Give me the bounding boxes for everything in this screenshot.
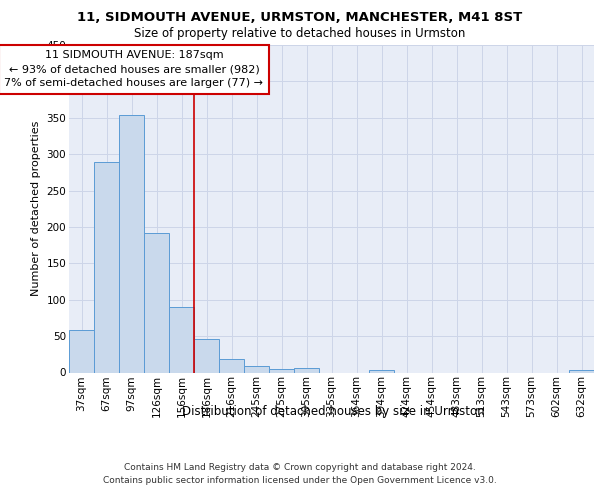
Bar: [294, 368, 319, 372]
Bar: [119, 115, 144, 372]
Text: Contains public sector information licensed under the Open Government Licence v3: Contains public sector information licen…: [103, 476, 497, 485]
Text: Contains HM Land Registry data © Crown copyright and database right 2024.: Contains HM Land Registry data © Crown c…: [124, 462, 476, 471]
Bar: [569, 370, 594, 372]
Text: Size of property relative to detached houses in Urmston: Size of property relative to detached ho…: [134, 28, 466, 40]
Bar: [269, 369, 294, 372]
Text: 11 SIDMOUTH AVENUE: 187sqm
← 93% of detached houses are smaller (982)
7% of semi: 11 SIDMOUTH AVENUE: 187sqm ← 93% of deta…: [5, 50, 263, 88]
Bar: [194, 339, 219, 372]
Bar: [144, 234, 169, 372]
Y-axis label: Number of detached properties: Number of detached properties: [31, 121, 41, 296]
Bar: [69, 330, 94, 372]
Bar: [169, 307, 194, 372]
Text: 11, SIDMOUTH AVENUE, URMSTON, MANCHESTER, M41 8ST: 11, SIDMOUTH AVENUE, URMSTON, MANCHESTER…: [77, 11, 523, 24]
Text: Distribution of detached houses by size in Urmston: Distribution of detached houses by size …: [182, 405, 484, 418]
Bar: [244, 366, 269, 372]
Bar: [219, 358, 244, 372]
Bar: [94, 162, 119, 372]
Bar: [369, 370, 394, 372]
